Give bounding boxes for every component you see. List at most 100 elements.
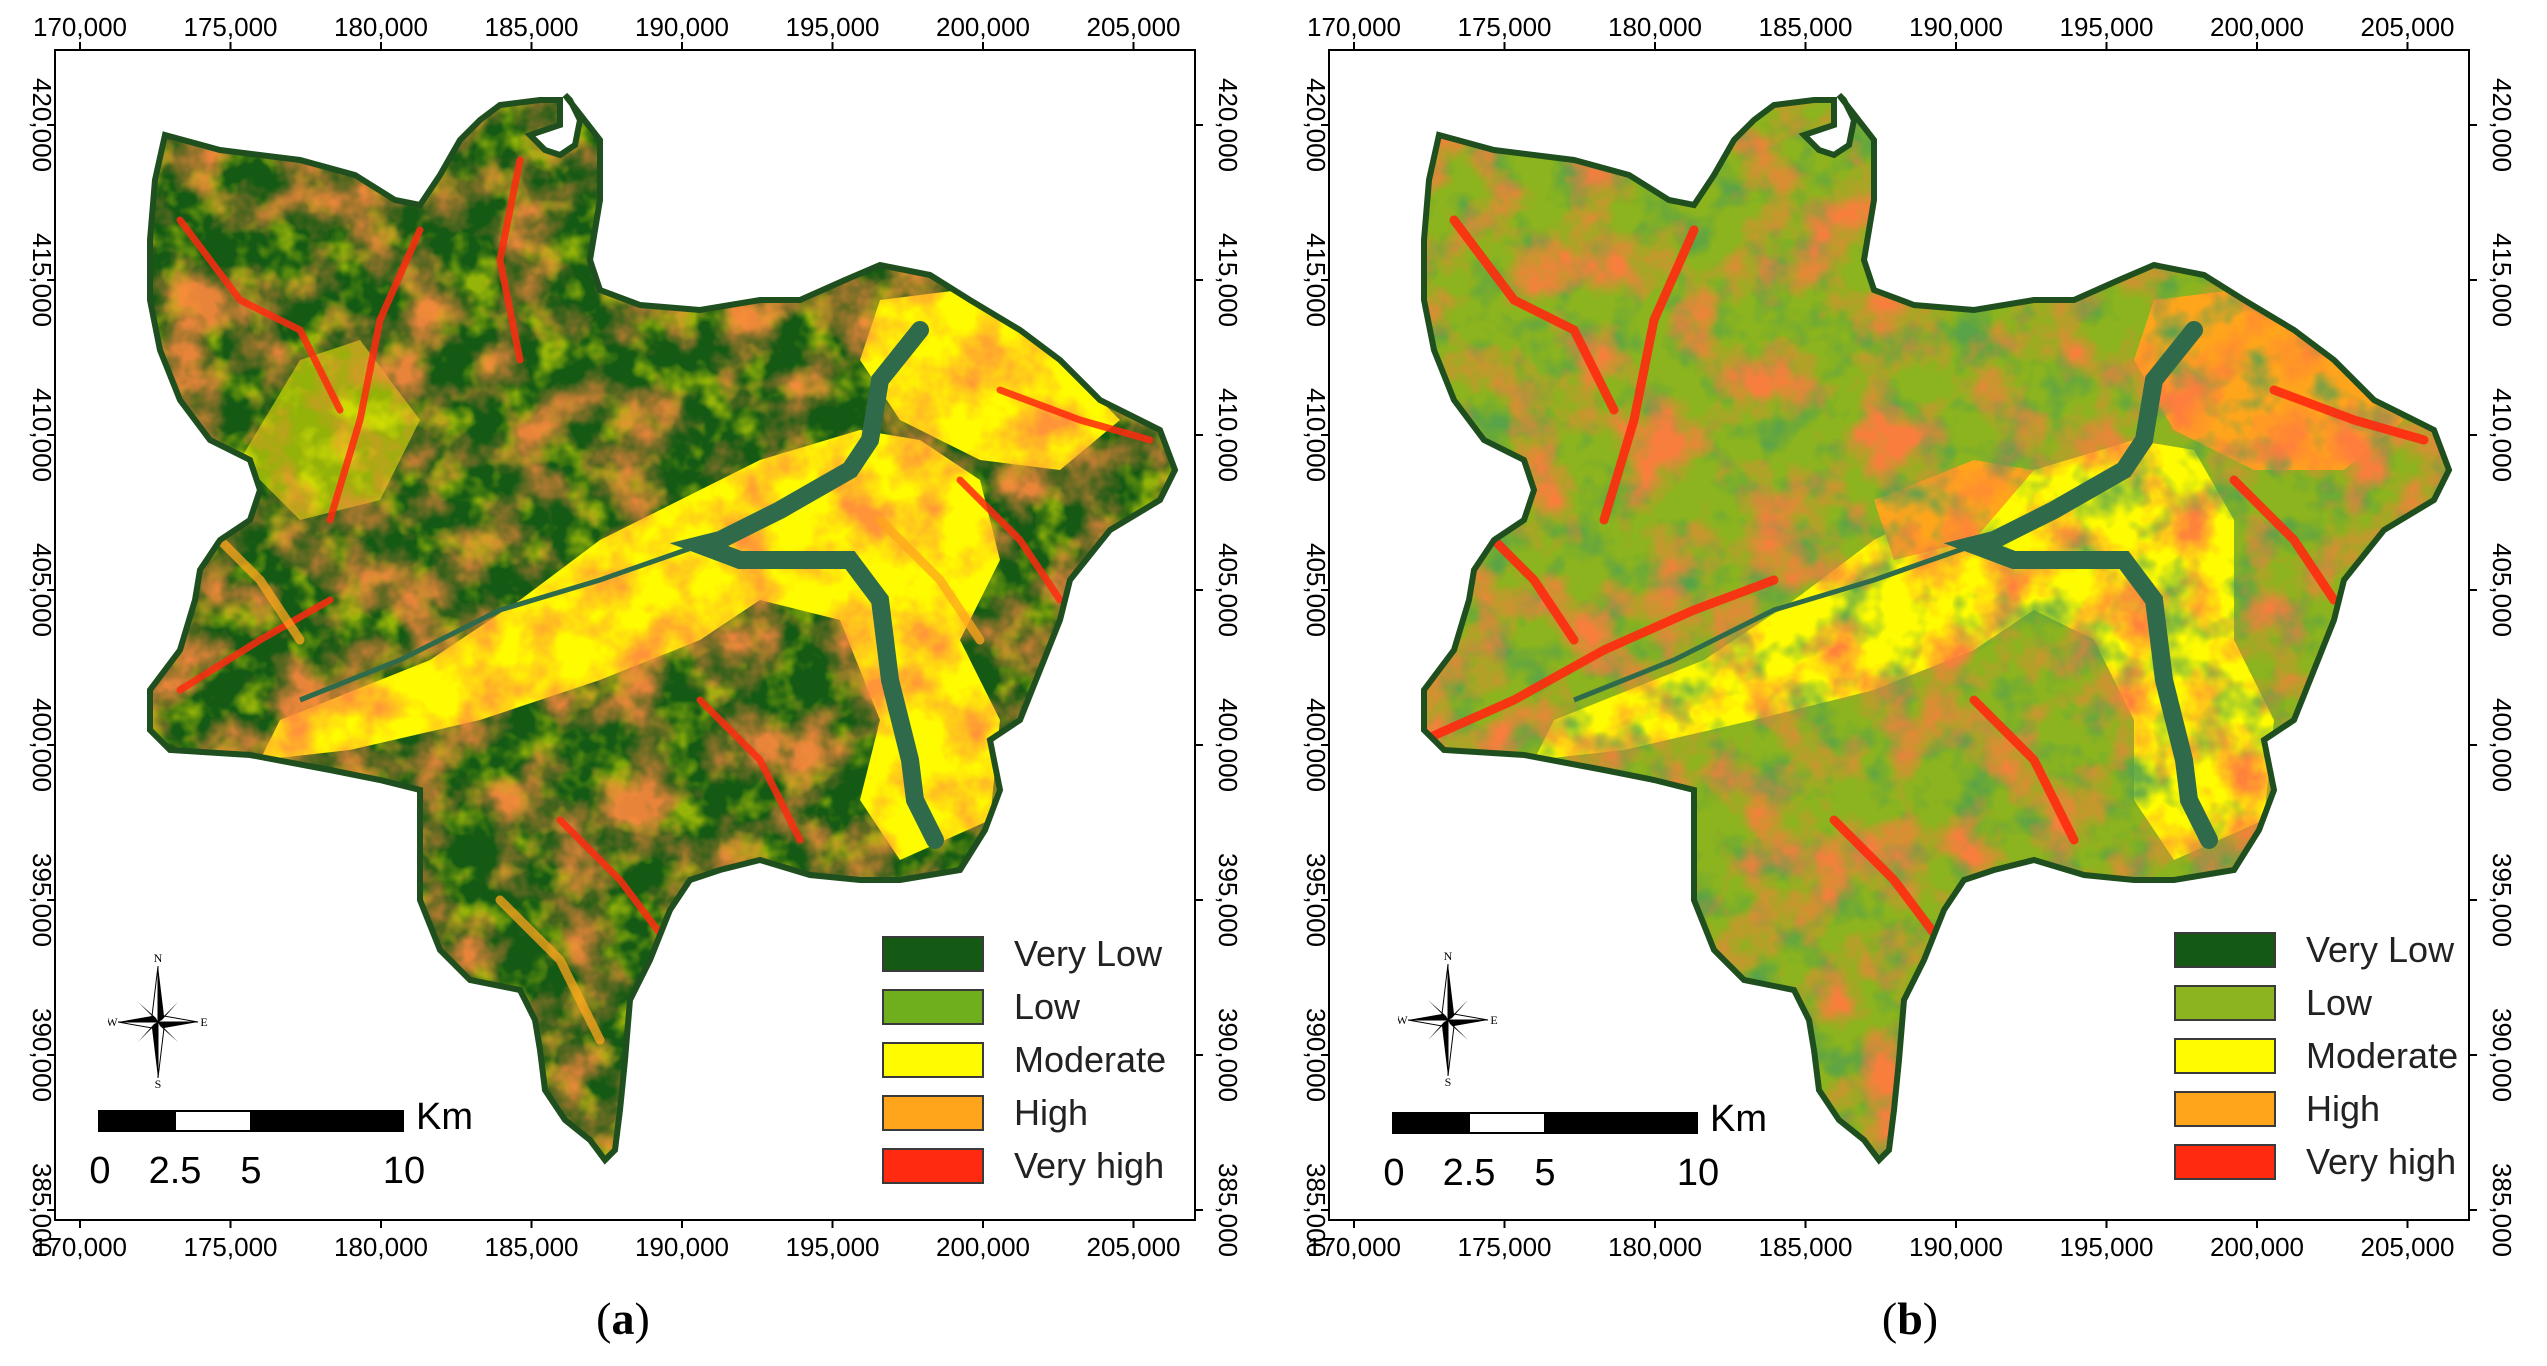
- x-tick-label: 190,000: [1909, 12, 2003, 42]
- legend-item: Very Low: [882, 932, 1162, 976]
- svg-text:N: N: [1444, 949, 1453, 963]
- north-arrow-icon: N S W E: [108, 951, 208, 1090]
- y-tick-label: 400,000: [2487, 698, 2517, 792]
- y-tick-label: 415,000: [2487, 233, 2517, 327]
- svg-text:W: W: [108, 1015, 118, 1029]
- legend-swatch: [882, 936, 984, 972]
- svg-text:E: E: [1490, 1013, 1497, 1027]
- tributary-a: [299, 542, 701, 703]
- y-tick-label: 415,000: [1213, 233, 1243, 327]
- y-tick-label: 395,000: [2487, 853, 2517, 947]
- x-tick-label: 190,000: [635, 12, 729, 42]
- y-tick-label: 390,000: [1213, 1008, 1243, 1102]
- y-tick-label: 385,000: [2487, 1163, 2517, 1257]
- legend-item: Very high: [882, 1144, 1164, 1188]
- y-tick-label: 385,000: [27, 1163, 57, 1257]
- y-tick-label: 410,000: [1213, 388, 1243, 482]
- river-b: [1943, 321, 2218, 849]
- scale-number: 5: [240, 1150, 262, 1192]
- y-tick-label: 400,000: [1301, 698, 1331, 792]
- y-tick-label: 405,000: [1213, 543, 1243, 637]
- legend-label: Very Low: [1014, 933, 1163, 974]
- legend-swatch: [2174, 1144, 2276, 1180]
- x-tick-label: 190,000: [1909, 1232, 2003, 1262]
- legend-label: Very Low: [2306, 929, 2455, 970]
- scale-unit: Km: [1710, 1098, 1767, 1140]
- x-tick-label: 200,000: [936, 12, 1030, 42]
- y-tick-label: 400,000: [27, 698, 57, 792]
- scale-number: 10: [382, 1150, 426, 1192]
- x-tick-label: 200,000: [2210, 1232, 2304, 1262]
- map-panel-a: 170,000 170,000 175,000 175,000 180,000 180,0…: [0, 0, 1273, 1366]
- x-tick-label: 185,000: [1759, 12, 1853, 42]
- svg-text:E: E: [200, 1015, 207, 1029]
- x-tick-label: 200,000: [936, 1232, 1030, 1262]
- scale-number: 10: [1676, 1152, 1720, 1194]
- y-tick-label: 405,000: [27, 543, 57, 637]
- legend-swatch: [2174, 1091, 2276, 1127]
- y-tick-label: 410,000: [27, 388, 57, 482]
- y-tick-label: 385,000: [1213, 1163, 1243, 1257]
- y-tick-label: 415,000: [27, 233, 57, 327]
- legend-item: Low: [2174, 981, 2372, 1025]
- y-tick-label: 390,000: [2487, 1008, 2517, 1102]
- legend-label: Low: [2306, 982, 2373, 1023]
- x-tick-label: 170,000: [33, 12, 127, 42]
- legend-item: High: [882, 1091, 1088, 1135]
- x-tick-label: 175,000: [184, 12, 278, 42]
- y-tick-label: 390,000: [1301, 1008, 1331, 1102]
- y-tick-label: 395,000: [27, 853, 57, 947]
- x-tick-label: 195,000: [2060, 1232, 2154, 1262]
- map-frame-a: 170,000 170,000 175,000 175,000 180,000 180,0…: [27, 12, 1243, 1262]
- svg-text:S: S: [1445, 1075, 1452, 1088]
- x-tick-label: 180,000: [1608, 12, 1702, 42]
- x-tick-label: 175,000: [1458, 12, 1552, 42]
- axis-box-b: [1328, 49, 2470, 1221]
- x-tick-label: 185,000: [1759, 1232, 1853, 1262]
- y-tick-label: 420,000: [2487, 78, 2517, 172]
- x-tick-label: 175,000: [1458, 1232, 1552, 1262]
- scale-number: 0: [89, 1150, 111, 1192]
- legend-label: Very high: [1014, 1145, 1165, 1186]
- map-frame-b: 170,000 170,000 175,000 175,000 180,000 180,0…: [1301, 12, 2517, 1262]
- x-tick-label: 180,000: [334, 12, 428, 42]
- x-tick-label: 205,000: [2361, 12, 2455, 42]
- svg-text:N: N: [154, 951, 163, 965]
- scale-number: 5: [1534, 1152, 1556, 1194]
- legend-swatch: [882, 1148, 984, 1184]
- legend-swatch: [882, 989, 984, 1025]
- x-tick-label: 170,000: [1307, 12, 1401, 42]
- legend-item: Very Low: [2174, 928, 2454, 972]
- river-a: [669, 321, 944, 849]
- y-tick-label: 395,000: [1213, 853, 1243, 947]
- x-tick-label: 190,000: [635, 1232, 729, 1262]
- legend-item: Low: [882, 985, 1080, 1029]
- x-tick-label: 185,000: [485, 1232, 579, 1262]
- legend-swatch: [882, 1095, 984, 1131]
- legend-item: Moderate: [882, 1038, 1166, 1082]
- panel-label-a: (a): [596, 1293, 650, 1344]
- legend-swatch: [2174, 985, 2276, 1021]
- legend-label: Moderate: [1014, 1039, 1167, 1080]
- scale-number: 2.5: [148, 1150, 202, 1192]
- x-tick-label: 195,000: [786, 12, 880, 42]
- x-tick-label: 170,000: [1307, 1232, 1401, 1262]
- x-tick-label: 175,000: [184, 1232, 278, 1262]
- legend-swatch: [2174, 932, 2276, 968]
- y-tick-label: 385,000: [1301, 1163, 1331, 1257]
- x-tick-label: 200,000: [2210, 12, 2304, 42]
- legend-swatch: [2174, 1038, 2276, 1074]
- x-tick-label: 180,000: [1608, 1232, 1702, 1262]
- x-tick-label: 170,000: [33, 1232, 127, 1262]
- y-tick-label: 420,000: [1213, 78, 1243, 172]
- x-tick-label: 180,000: [334, 1232, 428, 1262]
- axis-ticks-a: 170,000 170,000 175,000 175,000 180,000 180,0…: [27, 12, 1243, 1262]
- scale-unit: Km: [416, 1096, 473, 1138]
- legend-label: High: [2306, 1088, 2381, 1129]
- legend-item: Moderate: [2174, 1034, 2458, 1078]
- y-tick-label: 420,000: [27, 78, 57, 172]
- y-tick-label: 410,000: [1301, 388, 1331, 482]
- legend-label: Very high: [2306, 1141, 2457, 1182]
- y-tick-label: 395,000: [1301, 853, 1331, 947]
- legend-item: Very high: [2174, 1140, 2456, 1184]
